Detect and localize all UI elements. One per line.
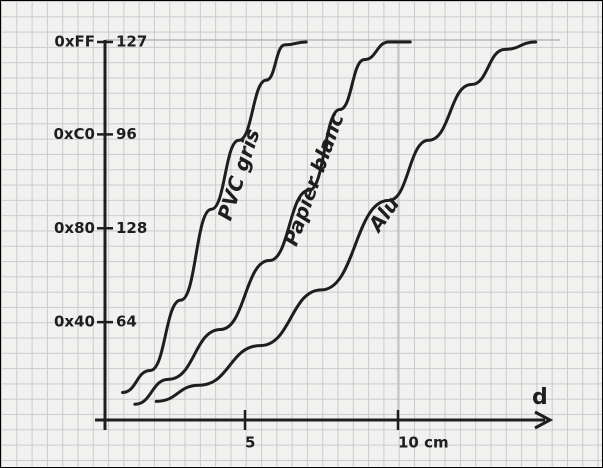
y-tick-note: 128 [116,219,147,237]
x-tick-label: 5 [245,434,255,452]
curve-label: PVC gris [213,126,265,224]
y-tick-label: 0xC0 [53,125,95,143]
y-tick-label: 0x80 [54,219,95,237]
y-tick-note: 64 [116,313,137,331]
curve [121,40,308,395]
curve-label: Papier blanc [279,110,349,249]
y-tick-note: 127 [116,33,147,51]
x-axis-label: d [532,385,548,410]
curve [133,40,412,406]
y-tick-label: 0x40 [54,313,95,331]
y-tick-note: 96 [116,125,137,143]
curve [154,40,538,403]
y-tick-label: 0xFF [54,33,95,51]
x-arrow [534,410,554,430]
x-tick-label: 10 cm [398,434,449,452]
